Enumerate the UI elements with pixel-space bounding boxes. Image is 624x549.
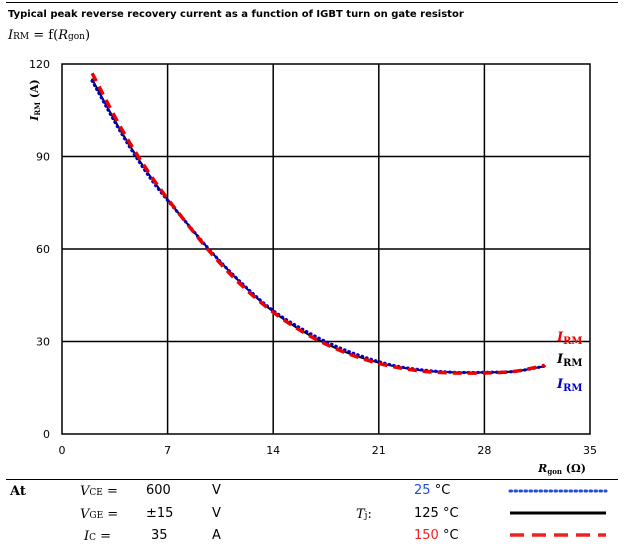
tj-sym: T — [356, 507, 365, 522]
function-main-sub: RM — [13, 32, 30, 42]
conditions-at-label: At — [10, 484, 26, 499]
y-tick-label: 90 — [36, 151, 50, 164]
vce-eq: = — [102, 484, 118, 499]
tj-sub: j — [364, 511, 368, 521]
vge-label: VGE = — [80, 507, 118, 522]
vce-value: 600 — [146, 483, 171, 498]
vge-sub: GE — [89, 511, 104, 521]
function-label: IRM = f(Rgon) — [8, 28, 90, 43]
temp-25-value: 25 — [414, 483, 431, 498]
conditions-rule — [6, 479, 618, 480]
series-label-dotted: IRM — [556, 377, 582, 394]
header-rule — [6, 2, 618, 3]
chart-title: Typical peak reverse recovery current as… — [8, 9, 464, 20]
temp-150-unit: °C — [442, 528, 459, 543]
function-close: ) — [84, 28, 91, 43]
y-tick-label: 0 — [43, 428, 50, 441]
series-line-dotted — [90, 79, 547, 375]
ic-eq: = — [96, 529, 112, 544]
x-tick-label: 7 — [164, 444, 171, 457]
series-label-solid: IRM — [556, 352, 582, 369]
ic-value: 35 — [151, 528, 168, 543]
y-tick-label: 30 — [36, 336, 50, 349]
vce-unit: V — [212, 483, 221, 498]
y-tick-label: 120 — [29, 58, 50, 71]
x-tick-label: 21 — [372, 444, 386, 457]
function-arg: R — [58, 28, 68, 43]
temp-125: 125 °C — [414, 506, 459, 521]
x-tick-label: 14 — [266, 444, 280, 457]
function-eq: = f( — [29, 28, 59, 43]
x-tick-label: 0 — [59, 444, 66, 457]
tj-label: Tj: — [356, 507, 372, 522]
temp-25: 25 °C — [414, 483, 450, 498]
vce-sub: CE — [89, 488, 103, 498]
temp-150: 150 °C — [414, 528, 459, 543]
ic-unit: A — [212, 528, 221, 543]
temp-125-unit: °C — [442, 506, 459, 521]
x-tick-label: 28 — [477, 444, 491, 457]
ic-sym: I — [84, 529, 90, 544]
temperature-legend-swatches — [508, 489, 608, 537]
vce-label: VCE = — [80, 484, 118, 499]
y-axis-label: IRM (A) — [28, 79, 42, 122]
function-main: I — [8, 28, 14, 43]
vge-sym: V — [80, 507, 90, 522]
tj-eq: : — [367, 507, 372, 522]
temp-150-value: 150 — [414, 528, 439, 543]
temp-25-unit: °C — [434, 483, 451, 498]
series-label-dashed: IRM — [556, 330, 582, 347]
y-tick-label: 60 — [36, 243, 50, 256]
vge-value: ±15 — [146, 506, 174, 521]
temp-125-value: 125 — [414, 506, 439, 521]
x-tick-label: 35 — [583, 444, 597, 457]
x-axis-label: Rgon (Ω) — [537, 462, 586, 476]
vge-unit: V — [212, 506, 221, 521]
ic-sub: C — [89, 533, 97, 543]
ic-label: IC = — [84, 529, 111, 544]
series-line-solid — [91, 78, 546, 374]
function-arg-sub: gon — [67, 32, 85, 42]
vge-eq: = — [103, 507, 119, 522]
vce-sym: V — [80, 484, 90, 499]
series-line-dashed — [90, 72, 546, 375]
